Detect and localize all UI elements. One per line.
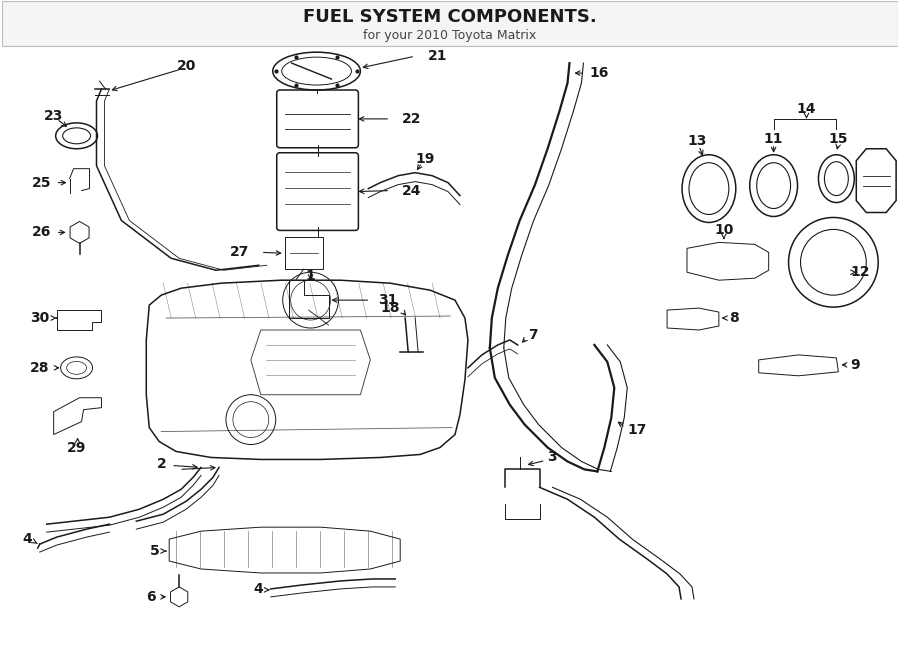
- Text: 25: 25: [32, 176, 51, 190]
- Text: 14: 14: [796, 102, 816, 116]
- Text: 17: 17: [627, 422, 646, 436]
- Text: 26: 26: [32, 225, 51, 239]
- Text: 8: 8: [729, 311, 739, 325]
- Text: 22: 22: [402, 112, 422, 126]
- Text: 30: 30: [31, 311, 50, 325]
- Text: 18: 18: [381, 301, 400, 315]
- Text: 23: 23: [44, 109, 63, 123]
- Text: 6: 6: [147, 590, 157, 604]
- Text: 4: 4: [22, 532, 32, 546]
- Text: 27: 27: [230, 245, 248, 259]
- Text: 4: 4: [253, 582, 263, 596]
- FancyBboxPatch shape: [2, 1, 898, 46]
- Text: 31: 31: [378, 293, 398, 307]
- Text: 28: 28: [31, 361, 50, 375]
- Text: 15: 15: [829, 132, 848, 146]
- Text: 24: 24: [402, 184, 422, 198]
- Text: 19: 19: [416, 152, 435, 166]
- Text: 3: 3: [547, 450, 557, 465]
- Text: 7: 7: [527, 328, 537, 342]
- Text: 9: 9: [850, 358, 860, 372]
- Text: 5: 5: [149, 544, 159, 558]
- Text: 2: 2: [157, 457, 166, 471]
- Text: for your 2010 Toyota Matrix: for your 2010 Toyota Matrix: [364, 28, 536, 42]
- Text: FUEL SYSTEM COMPONENTS.: FUEL SYSTEM COMPONENTS.: [303, 9, 597, 26]
- Text: 10: 10: [715, 223, 733, 237]
- Text: 11: 11: [764, 132, 783, 146]
- Text: 1: 1: [306, 269, 316, 283]
- Text: 13: 13: [688, 134, 706, 148]
- Text: 12: 12: [850, 265, 869, 279]
- Text: 29: 29: [67, 440, 86, 455]
- Text: 16: 16: [590, 66, 608, 80]
- Text: 20: 20: [176, 59, 196, 73]
- Text: 21: 21: [428, 49, 447, 63]
